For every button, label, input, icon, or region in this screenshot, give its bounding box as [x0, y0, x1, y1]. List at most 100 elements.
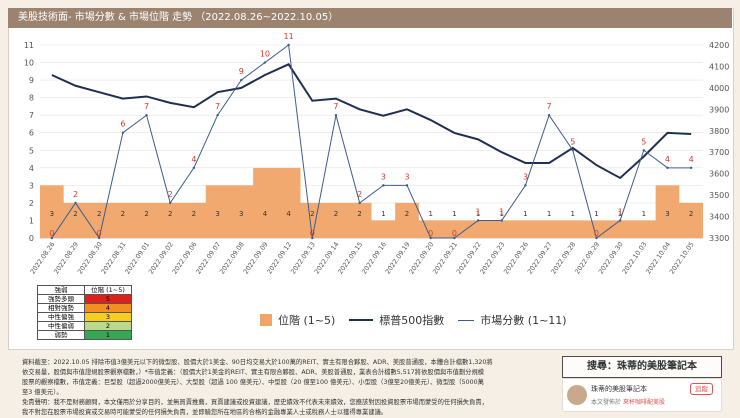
legend-row-value: 4 [84, 303, 132, 313]
score-point [334, 113, 338, 117]
data-notes: 資料截至：2022.10.05 排除市值3億美元以下的微型股、股價大於1美金、9… [22, 358, 552, 418]
score-label: 6 [120, 120, 125, 129]
score-point [240, 78, 243, 82]
score-point [287, 43, 290, 47]
position-bar [348, 203, 372, 238]
score-label: 2 [168, 190, 173, 199]
search-hint-box: 搜尋：珠蒂的美股筆記本 [562, 356, 722, 378]
position-label: 2 [121, 210, 125, 218]
score-point [618, 219, 622, 222]
position-bar [395, 203, 419, 238]
score-label: 3 [381, 172, 386, 181]
position-label: 3 [50, 210, 54, 218]
sp500-line [51, 63, 692, 180]
position-label: 2 [689, 210, 693, 218]
score-point [524, 184, 527, 187]
legend-row-label: 弱勢 [37, 330, 85, 340]
publication-prefix: 本文發佈於 [591, 399, 622, 406]
legend-item-sp500: 標普500指數 [349, 312, 444, 328]
score-point [453, 236, 456, 240]
score-point [121, 131, 125, 134]
score-label: 4 [191, 155, 196, 164]
position-label: 2 [310, 210, 314, 218]
legend-label-sp500: 標普500指數 [379, 314, 445, 327]
legend-swatch-bar [260, 314, 272, 326]
score-line [51, 44, 692, 240]
position-label: 2 [97, 210, 101, 218]
position-bar [324, 203, 348, 238]
score-label: 5 [570, 137, 575, 146]
position-label: 1 [618, 210, 622, 218]
position-label: 3 [215, 210, 219, 218]
left-tick-label: 5 [29, 146, 34, 155]
score-label: 0 [452, 229, 457, 238]
position-label: 1 [476, 210, 480, 218]
position-label: 1 [571, 210, 575, 218]
left-tick-label: 11 [24, 41, 34, 50]
legend-label-score: 市場分數 (1~11) [480, 314, 567, 327]
author-name[interactable]: 珠蒂的美股筆記本 [591, 385, 647, 393]
position-label: 2 [144, 210, 148, 218]
publication-link[interactable]: 來杯咖啡配美股 [622, 399, 665, 406]
avatar[interactable] [567, 385, 587, 405]
left-tick-label: 3 [29, 181, 34, 190]
author-card[interactable]: 珠蒂的美股筆記本 追蹤 本文發佈於 來杯咖啡配美股 [562, 378, 722, 412]
legend-swatch-sp500 [349, 319, 374, 321]
legend-row-label: 強勢多頭 [37, 294, 85, 304]
score-point [500, 219, 503, 222]
position-bar [64, 203, 88, 238]
left-tick-label: 0 [29, 234, 34, 243]
score-label: 2 [357, 190, 362, 199]
position-label: 4 [263, 210, 268, 218]
position-label: 1 [428, 210, 432, 218]
right-tick-label: 4200 [709, 41, 729, 50]
left-tick-label: 6 [29, 129, 34, 138]
score-point [405, 184, 409, 187]
score-label: 0 [49, 229, 54, 238]
position-bar [466, 220, 490, 238]
left-tick-label: 8 [29, 94, 34, 103]
left-tick-label: 9 [29, 76, 34, 85]
legend-row-value: 5 [84, 294, 132, 304]
right-tick-label: 3400 [709, 213, 729, 222]
legend-row-label: 中性偏強 [37, 312, 85, 322]
score-label: 1 [618, 207, 623, 216]
legend-row-value: 3 [84, 312, 132, 322]
legend-row-value: 1 [84, 330, 132, 340]
position-label: 2 [168, 210, 172, 218]
score-label: 1 [499, 207, 504, 216]
score-point [642, 149, 646, 152]
position-label: 2 [73, 210, 77, 218]
score-point [382, 184, 385, 187]
notes-line: 股票的觀察檔數，市值定義：巨型股（超過2000億美元）、大型股（超過 100 億… [22, 379, 484, 386]
follow-button[interactable]: 追蹤 [690, 383, 713, 395]
left-tick-label: 4 [29, 164, 34, 173]
right-tick-label: 3800 [709, 127, 729, 136]
score-point [216, 113, 219, 117]
legend-row-value: 2 [84, 321, 132, 331]
score-label: 0 [310, 229, 315, 238]
score-point [145, 113, 148, 117]
score-point [169, 201, 172, 205]
score-label: 4 [689, 155, 694, 164]
score-label: 3 [523, 172, 528, 181]
score-point [97, 236, 101, 240]
legend-row-label: 中性偏弱 [37, 321, 85, 331]
chart-legend: 位階 (1~5) 標普500指數 市場分數 (1~11) [260, 312, 567, 328]
score-label: 11 [284, 32, 294, 41]
notes-line: 依交易量，股價與市值證規股票觀察檔數，）*市值定義：（股價大於1美金的REIT、… [22, 369, 485, 376]
score-label: 1 [476, 207, 481, 216]
score-label: 5 [641, 137, 646, 146]
position-label: 1 [452, 210, 456, 218]
right-tick-label: 4100 [709, 62, 729, 71]
notes-line: 資料截至：2022.10.05 排除市值3億美元以下的微型股、股價大於1美金、9… [22, 359, 493, 366]
position-bar [514, 220, 538, 238]
score-point [666, 166, 669, 170]
x-tick-label: 2022.10.05 [668, 241, 696, 276]
position-area [40, 167, 703, 238]
score-point [689, 166, 693, 170]
position-bar [277, 168, 301, 238]
position-label: 1 [523, 210, 527, 218]
score-label: 0 [97, 229, 102, 238]
position-legend-table: 強弱 位階 (1~5) 強勢多頭 5 相對強勢 4 中性偏強 3 中性偏弱 2 … [37, 285, 132, 340]
